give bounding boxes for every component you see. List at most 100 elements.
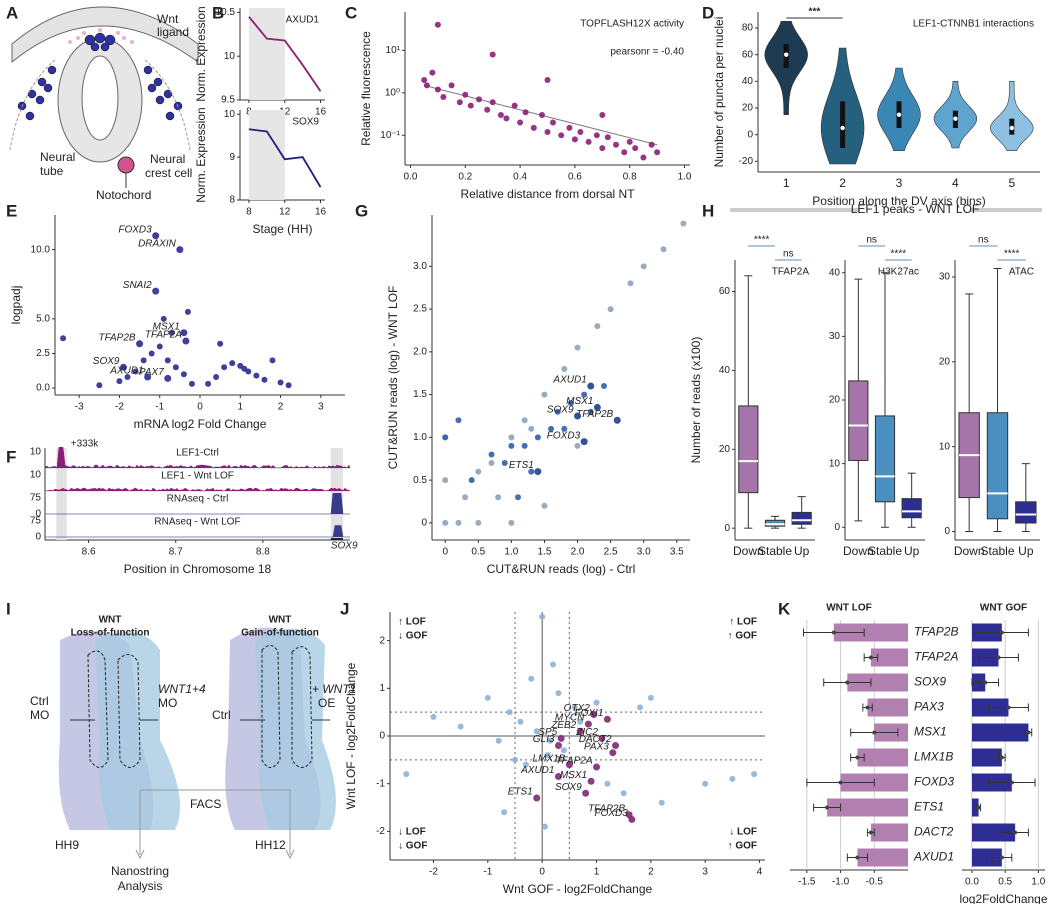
point xyxy=(467,102,474,109)
category-label: SOX9 xyxy=(914,675,946,689)
point-label: SP5 xyxy=(538,727,557,738)
chart-title: ATAC xyxy=(1009,267,1034,278)
point-label: TFAP2A xyxy=(555,756,592,767)
y-tick-label: 40 xyxy=(719,365,731,376)
point xyxy=(488,451,495,458)
x-tick-label: 2.5 xyxy=(604,547,618,558)
point xyxy=(571,704,578,711)
point xyxy=(517,718,524,725)
y-tick-label: 10.0 xyxy=(31,244,51,255)
point xyxy=(164,374,172,382)
point xyxy=(501,809,508,816)
y-tick-label: 10 xyxy=(939,441,951,452)
point xyxy=(680,220,687,227)
box xyxy=(738,405,759,494)
point xyxy=(582,789,590,797)
point xyxy=(96,382,103,389)
point xyxy=(144,373,152,381)
bar-point xyxy=(855,855,860,860)
point-label: ZEB2 xyxy=(550,720,576,731)
median xyxy=(784,52,789,57)
y-tick-label: 3.0 xyxy=(413,261,427,272)
migration-arrow xyxy=(9,59,56,151)
y-tick-label: 20 xyxy=(939,356,951,367)
point xyxy=(567,400,574,407)
x-tick-label: 3 xyxy=(896,176,903,190)
point-label: TFAP2A xyxy=(145,330,182,341)
point xyxy=(285,382,292,389)
point-label: ZIC2 xyxy=(575,727,598,738)
point xyxy=(550,661,557,668)
diagram-i: I WNT Loss-of-function WNT Gain-of-funct… xyxy=(6,599,356,893)
x-axis-label: Relative distance from dorsal NT xyxy=(460,187,635,201)
point xyxy=(164,357,171,364)
bar xyxy=(971,748,1002,767)
label: + WNT1 xyxy=(312,682,356,696)
y-tick-label: 1.0 xyxy=(413,432,427,443)
point xyxy=(521,442,528,449)
x-tick-label: 0.5 xyxy=(471,547,485,558)
x-tick-label: 0.4 xyxy=(513,172,527,183)
point xyxy=(136,340,144,348)
point xyxy=(60,335,67,342)
x-tick-label: 4 xyxy=(952,176,959,190)
median xyxy=(1009,125,1014,131)
point xyxy=(604,134,611,141)
migration-arrow xyxy=(144,59,191,151)
y-tick-label: 20 xyxy=(719,444,731,455)
point xyxy=(205,380,212,387)
point xyxy=(612,742,620,750)
highlight xyxy=(248,8,285,100)
category-label: ETS1 xyxy=(914,800,944,814)
point xyxy=(544,752,551,759)
point xyxy=(522,109,529,116)
x-tick-label: 3 xyxy=(318,402,324,413)
point xyxy=(521,417,528,424)
bar-point xyxy=(868,655,873,660)
point xyxy=(528,425,535,432)
point xyxy=(561,425,568,432)
y-tick-label: 9 xyxy=(229,152,235,163)
bar-point xyxy=(872,730,877,735)
point xyxy=(557,734,565,742)
y-tick-label: 20 xyxy=(829,395,841,406)
bar-point xyxy=(865,705,870,710)
x-tick-label: Down xyxy=(843,544,874,558)
point xyxy=(176,246,184,254)
point xyxy=(457,723,464,730)
point-label: MYCN xyxy=(555,713,585,724)
x-tick-label: 0.6 xyxy=(568,172,582,183)
point xyxy=(660,246,667,253)
x-axis-label: Position in Chromosome 18 xyxy=(124,562,272,576)
line xyxy=(248,16,322,92)
point xyxy=(495,494,502,501)
point xyxy=(229,360,236,367)
point xyxy=(442,434,449,441)
box xyxy=(848,380,869,461)
x-tick-label: Down xyxy=(733,544,764,558)
x-tick-label: 2.0 xyxy=(571,547,585,558)
point-label: OTX2 xyxy=(564,703,591,714)
point xyxy=(213,374,220,380)
track-scale: 0 xyxy=(35,509,41,520)
point-label: PAX3 xyxy=(584,741,609,752)
panel-letter: A xyxy=(6,3,18,22)
x-tick-label: Stable xyxy=(980,544,1014,558)
bar-point xyxy=(1026,730,1031,735)
point xyxy=(495,737,502,744)
point xyxy=(253,372,260,379)
chart-title: H3K27ac xyxy=(878,267,919,278)
y-axis-label: CUT&RUN reads (log) - WNT LOF xyxy=(386,286,400,470)
point xyxy=(658,799,665,806)
chart-title: WNT LOF xyxy=(826,603,872,614)
category-label: TFAP2B xyxy=(914,625,958,639)
point xyxy=(574,344,581,351)
point xyxy=(475,96,482,103)
point xyxy=(541,502,548,509)
y-tick-label: 10⁰ xyxy=(385,87,400,98)
point xyxy=(462,91,469,98)
point-label: ETS1 xyxy=(509,460,534,471)
x-tick-label: 0 xyxy=(442,547,448,558)
box xyxy=(791,511,812,525)
x-tick-label: -1 xyxy=(155,402,164,413)
